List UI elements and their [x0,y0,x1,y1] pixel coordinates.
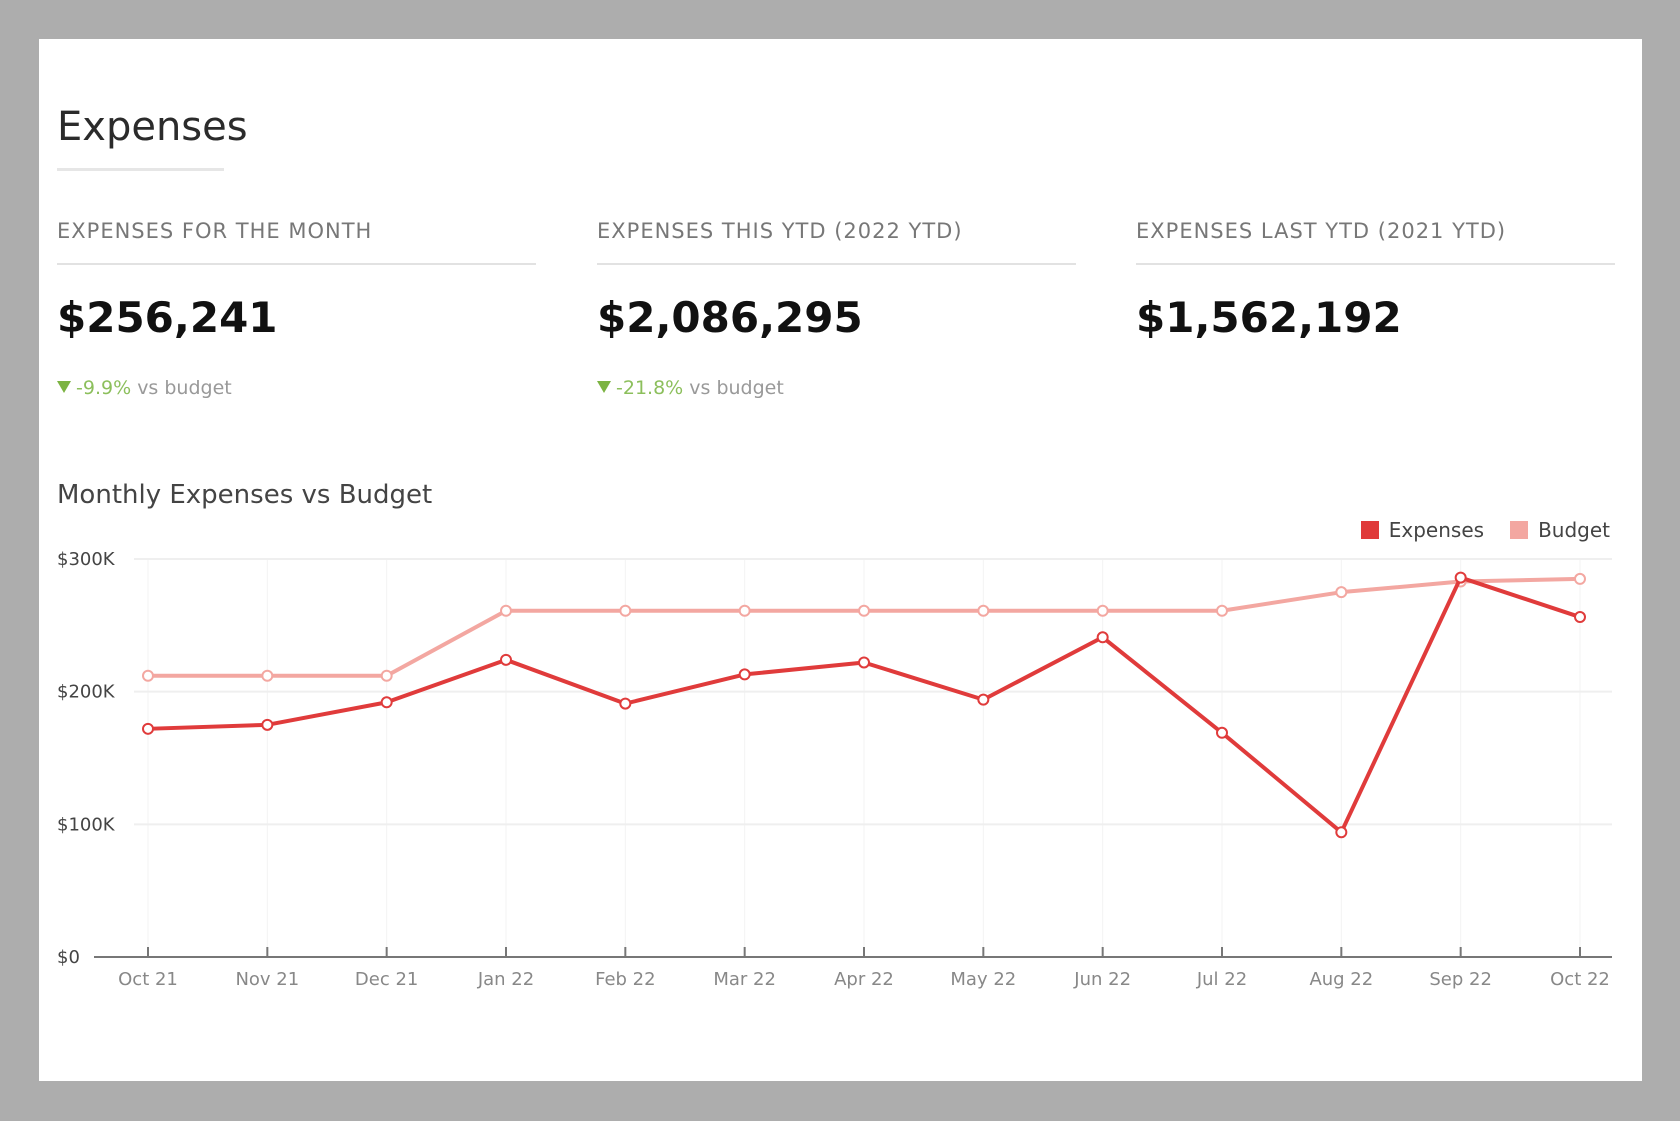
y-tick-label: $100K [57,814,116,835]
kpi-divider [1136,263,1615,265]
budget-point [1574,572,1586,585]
chart-title: Monthly Expenses vs Budget [57,480,433,510]
expenses-point [1096,631,1109,644]
x-tick-label: Aug 22 [1309,969,1373,990]
expenses-point [142,722,154,735]
budget-point [142,669,154,682]
legend-label-budget[interactable]: Budget [1538,518,1610,542]
x-tick-label: Dec 21 [355,969,418,990]
expenses-point [1216,726,1228,739]
legend-swatch-expenses [1360,521,1379,539]
x-tick-label: Feb 22 [595,969,656,990]
kpi-divider [597,263,1076,265]
x-tick-label: Oct 21 [118,969,178,990]
x-tick-label: Nov 21 [235,969,299,990]
delta-percent: -21.8% [616,377,684,399]
expenses-point [1335,826,1348,839]
delta-suffix: vs budget [689,377,784,399]
delta-suffix: vs budget [137,377,232,399]
x-tick-label: Apr 22 [834,969,894,990]
kpi-month-value: $256,241 [57,293,278,342]
x-tick-label: Mar 22 [713,969,776,990]
budget-point [261,669,274,682]
expenses-point [1574,611,1586,624]
budget-point [738,604,751,617]
expenses-point [1454,571,1467,584]
expenses-point [500,653,512,666]
budget-point [619,604,632,617]
kpi-ytd-delta: -21.8% vs budget [597,377,784,399]
legend-swatch-budget [1510,521,1529,539]
expenses-point [619,697,632,710]
kpi-last-ytd-value: $1,562,192 [1136,293,1402,342]
budget-point [1335,586,1348,599]
expenses-point [977,693,990,706]
expenses-point [738,668,751,681]
delta-percent: -9.9% [76,377,132,399]
down-triangle-icon [597,381,611,393]
kpi-divider [57,263,536,265]
x-tick-label: Sep 22 [1429,969,1492,990]
kpi-month-label: EXPENSES FOR THE MONTH [57,219,373,243]
x-tick-label: May 22 [950,969,1016,990]
y-tick-label: $300K [57,549,116,570]
x-tick-label: Jan 22 [477,969,534,990]
x-tick-label: Oct 22 [1550,969,1610,990]
kpi-ytd-value: $2,086,295 [597,293,863,342]
budget-point [977,604,990,617]
kpi-last-ytd-label: EXPENSES LAST YTD (2021 YTD) [1136,219,1507,243]
budget-point [858,604,870,617]
x-tick-label: Jul 22 [1196,969,1247,990]
budget-point [1216,604,1228,617]
expenses-point [261,718,274,731]
y-tick-label: $0 [57,947,80,968]
budget-point [380,669,393,682]
down-triangle-icon [57,381,71,393]
x-tick-label: Jun 22 [1073,969,1131,990]
title-underline [57,168,224,171]
legend-label-expenses[interactable]: Expenses [1388,518,1485,542]
chart-legend: Expenses Budget [1360,518,1610,542]
budget-point [1096,604,1109,617]
budget-point [500,604,512,617]
kpi-month-delta: -9.9% vs budget [57,377,232,399]
y-tick-label: $200K [57,682,116,703]
expenses-point [858,656,870,669]
kpi-ytd-label: EXPENSES THIS YTD (2022 YTD) [597,219,963,243]
expenses-point [380,696,393,709]
page-title: Expenses [57,104,248,150]
